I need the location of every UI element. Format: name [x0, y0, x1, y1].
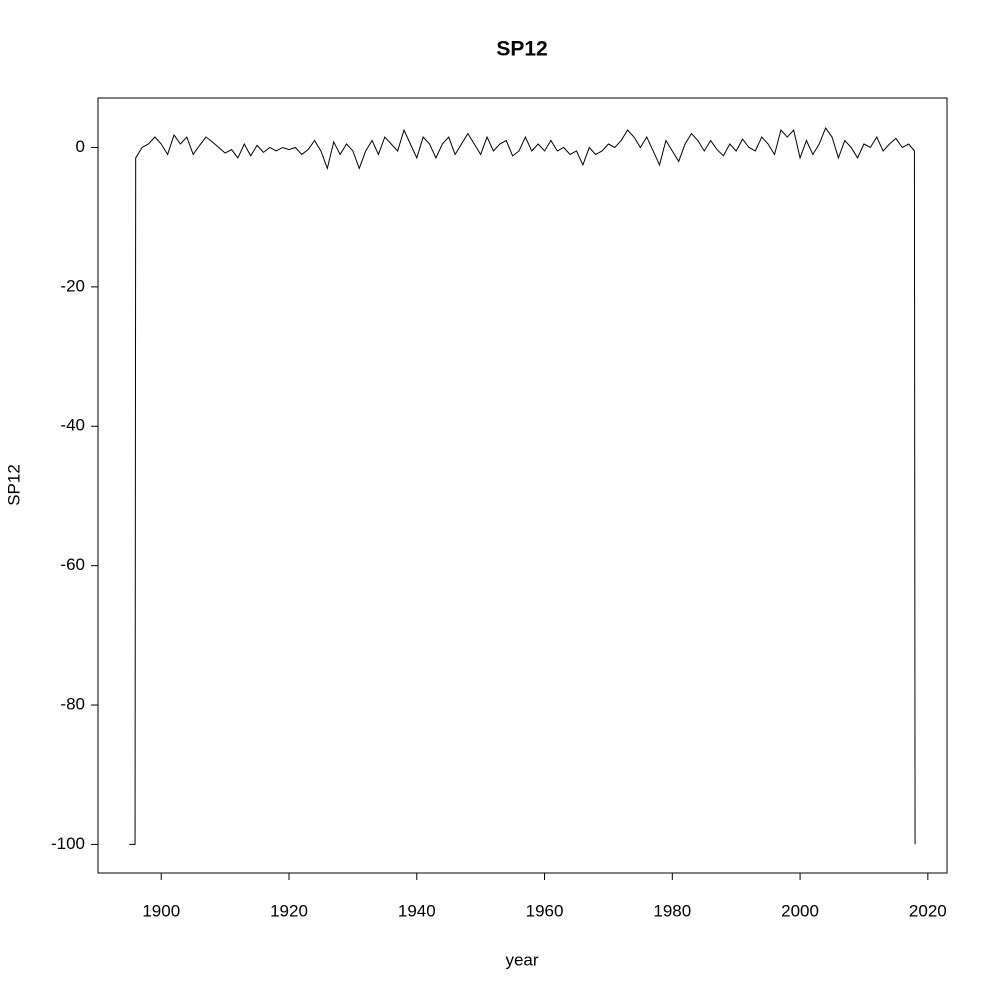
chart-title: SP12: [496, 38, 547, 61]
y-tick-label: -100: [51, 834, 85, 853]
x-tick-label: 1900: [142, 901, 180, 920]
plot-frame: [97, 97, 948, 874]
x-tick-label: 2000: [781, 901, 819, 920]
x-tick-label: 1980: [653, 901, 691, 920]
y-tick-label: -20: [60, 276, 85, 295]
y-tick-label: 0: [76, 137, 85, 156]
x-tick-label: 1940: [398, 901, 436, 920]
y-tick-label: -40: [60, 416, 85, 435]
data-line: [129, 126, 916, 845]
x-tick-label: 1920: [270, 901, 308, 920]
x-axis-label: year: [505, 950, 538, 969]
x-tick-label: 2020: [909, 901, 947, 920]
y-tick-label: -80: [60, 695, 85, 714]
y-tick-label: -60: [60, 555, 85, 574]
x-tick-label: 1960: [526, 901, 564, 920]
y-axis-label: SP12: [4, 464, 23, 506]
